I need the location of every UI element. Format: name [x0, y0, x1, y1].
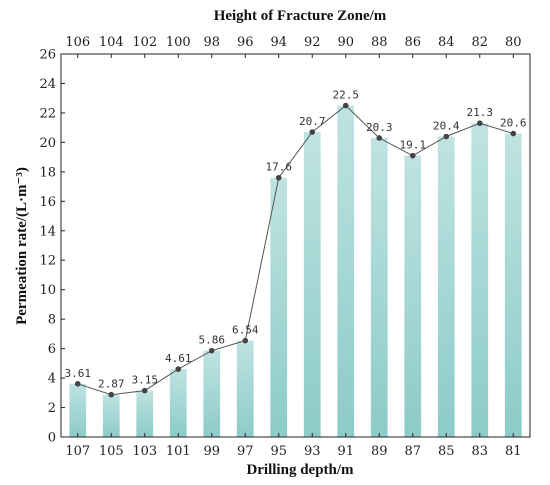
x-tick-label: 85: [438, 444, 455, 459]
y-tick-label: 0: [48, 431, 56, 446]
top-x-tick-label: 92: [304, 35, 321, 50]
bar-89: [370, 137, 388, 437]
x-tick-label: 99: [203, 444, 220, 459]
x-tick-label: 87: [404, 444, 421, 459]
bar-83: [471, 123, 489, 437]
top-x-tick-label: 106: [65, 35, 90, 50]
data-point-89: [376, 135, 383, 141]
data-label: 21.3: [467, 106, 494, 119]
x-tick-label: 95: [270, 444, 287, 459]
data-point-91: [342, 102, 349, 109]
x-tick-label: 97: [237, 444, 254, 459]
bar-99: [203, 350, 221, 437]
bar-107: [69, 383, 87, 437]
y-tick-label: 24: [39, 77, 56, 92]
data-label: 3.61: [65, 367, 92, 380]
labels-layer: 3.61 2.87 3.15 4.61 5.86 6.54 17.6 20.7 22.5 20.3…: [65, 89, 527, 391]
top-x-tick-label: 98: [203, 35, 220, 50]
data-label: 22.5: [333, 89, 360, 102]
top-x-tick-label: 84: [438, 35, 455, 50]
data-label: 4.61: [165, 352, 192, 365]
y-tick-label: 20: [39, 136, 56, 151]
series-line: [77, 104, 514, 396]
x-tick-label: 93: [304, 444, 321, 459]
top-axis-title: Height of Fracture Zone/m: [214, 8, 387, 24]
data-label: 20.4: [433, 119, 460, 132]
data-point-99: [208, 347, 215, 354]
data-label: 19.1: [400, 139, 427, 152]
bar-103: [136, 390, 154, 437]
bar-93: [303, 132, 321, 438]
x-tick-label: 91: [337, 444, 354, 459]
data-point-101: [175, 366, 182, 372]
plot-frame: [60, 53, 531, 438]
bars-layer: [69, 105, 522, 438]
data-label: 6.54: [232, 324, 259, 337]
bar-87: [404, 155, 422, 437]
bar-85: [437, 136, 455, 437]
y-tick-label: 26: [39, 48, 56, 63]
y-tick-label: 6: [48, 342, 56, 357]
line-layer: [74, 102, 517, 398]
top-x-tick-label: 100: [166, 35, 191, 50]
top-x-tick-label: 86: [404, 35, 421, 50]
bar-105: [102, 394, 120, 437]
y-tick-label: 16: [39, 195, 56, 210]
data-point-87: [409, 152, 416, 159]
data-point-83: [476, 120, 483, 127]
top-x-tick-label: 96: [237, 35, 254, 50]
data-point-93: [309, 129, 316, 135]
data-label: 20.7: [299, 115, 326, 128]
y-tick-label: 8: [48, 313, 56, 328]
top-x-tick-label: 80: [505, 35, 522, 50]
y-axis-title: Permeation rate/(L·m⁻³): [14, 167, 30, 325]
bar-81: [504, 133, 522, 438]
x-axis-title: Drilling depth/m: [246, 462, 354, 478]
data-label: 5.86: [199, 334, 226, 347]
y-tick-label: 18: [39, 165, 56, 180]
bar-91: [337, 105, 355, 438]
top-x-tick-label: 90: [337, 35, 354, 50]
data-point-103: [141, 387, 148, 394]
y-tick-label: 4: [48, 372, 56, 387]
x-tick-label: 101: [166, 444, 191, 459]
data-point-95: [275, 174, 282, 181]
top-x-tick-label: 104: [99, 35, 124, 50]
x-tick-label: 105: [99, 444, 124, 459]
bar-95: [270, 177, 288, 437]
y-tick-label: 2: [48, 401, 56, 416]
data-point-107: [74, 381, 81, 387]
x-tick-label: 81: [505, 444, 522, 459]
top-x-tick-label: 94: [270, 35, 287, 50]
data-label: 17.6: [266, 161, 293, 174]
bar-97: [236, 340, 254, 437]
x-tick-label: 83: [471, 444, 488, 459]
y-tick-label: 12: [39, 254, 56, 269]
x-tick-label: 103: [132, 444, 157, 459]
top-x-tick-label: 82: [471, 35, 488, 50]
y-tick-label: 10: [39, 283, 56, 298]
data-label: 2.87: [98, 378, 125, 391]
x-tick-label: 107: [65, 444, 90, 459]
top-x-tick-label: 102: [132, 35, 157, 50]
data-label: 20.6: [500, 117, 527, 130]
top-x-tick-label: 88: [371, 35, 388, 50]
y-tick-label: 14: [39, 224, 56, 239]
data-label: 20.3: [366, 121, 393, 134]
bar-101: [169, 369, 187, 437]
x-tick-label: 89: [371, 444, 388, 459]
data-label: 3.15: [132, 374, 159, 387]
data-point-97: [242, 337, 249, 344]
data-point-81: [510, 130, 517, 137]
data-point-105: [108, 391, 115, 398]
data-point-85: [443, 133, 450, 140]
y-tick-label: 22: [39, 106, 56, 121]
